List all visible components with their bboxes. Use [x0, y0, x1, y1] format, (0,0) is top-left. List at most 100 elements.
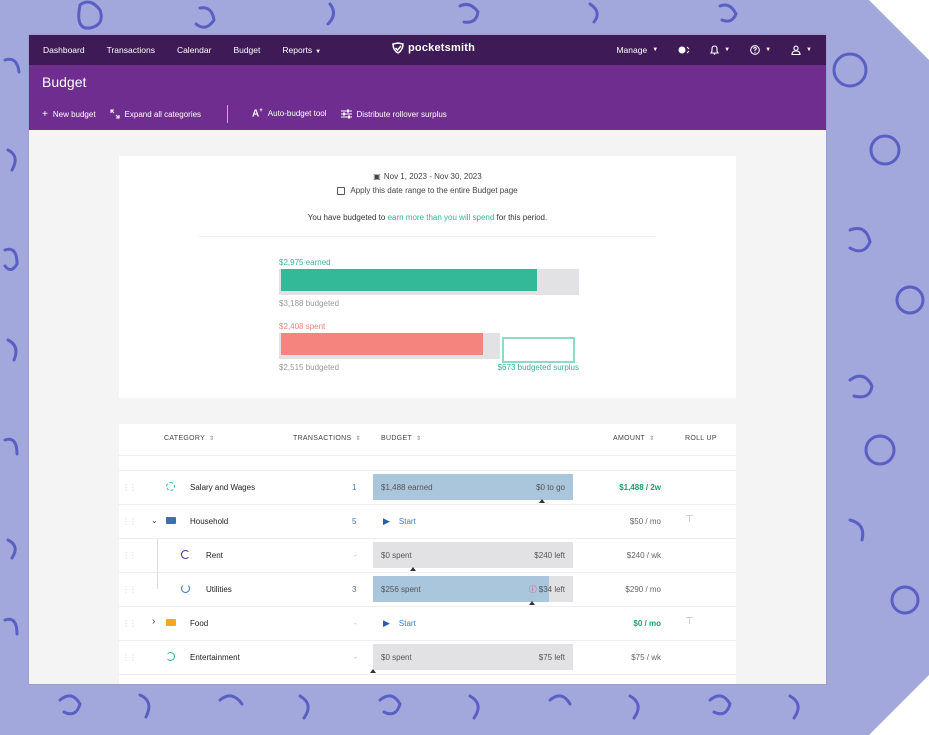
date-range-selector[interactable]: ▣ Nov 1, 2023 - Nov 30, 2023: [119, 172, 736, 181]
start-budget-button[interactable]: ▶ Start: [383, 516, 416, 527]
nav-calendar[interactable]: Calendar: [176, 45, 212, 55]
header-rollup: ROLL UP: [685, 435, 717, 442]
budget-progress-bar[interactable]: $0 spent $240 left: [373, 542, 573, 571]
spent-label: $2,408 spent: [279, 322, 326, 331]
budget-progress-bar[interactable]: $0 spent $75 left: [370, 644, 573, 673]
nav-transactions[interactable]: Transactions: [106, 45, 155, 55]
help-menu[interactable]: ▼: [750, 45, 771, 55]
budget-progress-bar[interactable]: $1,488 earned $0 to go: [373, 474, 573, 503]
category-name[interactable]: Entertainment: [190, 653, 240, 662]
folder-icon: [166, 517, 176, 524]
header-category-label: CATEGORY: [164, 435, 206, 442]
drag-handle-icon[interactable]: ⋮⋮: [122, 517, 137, 526]
header-category[interactable]: CATEGORY ⇕: [164, 435, 214, 442]
corner-cut-bottom: [869, 675, 929, 735]
distribute-surplus-button[interactable]: Distribute rollover surplus: [340, 109, 447, 119]
header-budget[interactable]: BUDGET ⇕: [381, 435, 421, 442]
table-row[interactable]: ⋮⋮ Entertainment - $0 spent $75 left $75…: [119, 641, 736, 675]
transactions-count[interactable]: 3: [352, 585, 357, 594]
new-budget-label: New budget: [52, 109, 96, 119]
plus-icon: +: [42, 108, 48, 120]
table-row[interactable]: ⋮⋮ ⌄ Household 5 ▶ Start $50 / mo ⊤: [119, 505, 736, 539]
budget-amount[interactable]: $75 / wk: [631, 653, 661, 662]
table-header: CATEGORY ⇕ TRANSACTIONS ⇕ BUDGET ⇕ AMOUNT ⇕ …: [119, 424, 736, 456]
budget-bar-right: $75 left: [538, 652, 565, 662]
earned-bar-block: $2,975 earned $3,188 budgeted: [279, 258, 579, 308]
budget-summary-card: ▣ Nov 1, 2023 - Nov 30, 2023 Apply this d…: [119, 156, 736, 398]
transactions-count[interactable]: 1: [352, 483, 357, 492]
notifications-menu[interactable]: ▼: [710, 45, 730, 55]
header-transactions[interactable]: TRANSACTIONS ⇕: [293, 435, 361, 442]
play-icon: ▶: [383, 516, 390, 526]
message-highlight-link[interactable]: earn more than you will spend: [387, 213, 495, 222]
budget-toolbar: + New budget Expand all categories A+ Auto…: [42, 99, 813, 129]
budget-bar-left: $0 spent: [381, 652, 412, 662]
progress-ring-icon: [166, 482, 175, 491]
expand-chevron-icon[interactable]: ›: [152, 616, 156, 627]
transactions-count: -: [354, 653, 357, 662]
chevron-down-icon: ▼: [724, 47, 731, 53]
rollup-icon[interactable]: ⊤: [685, 514, 694, 525]
budget-amount[interactable]: $240 / wk: [626, 551, 661, 560]
drag-handle-icon[interactable]: ⋮⋮: [122, 653, 137, 662]
chevron-down-icon: ▼: [765, 47, 772, 53]
surplus-label: $673 budgeted surplus: [497, 363, 579, 372]
user-menu[interactable]: ▼: [791, 45, 812, 55]
header-amount[interactable]: AMOUNT ⇕: [613, 435, 654, 442]
nav-dashboard[interactable]: Dashboard: [43, 45, 85, 55]
budget-bar-right: $34 left: [538, 584, 565, 594]
budget-marker: [529, 601, 535, 605]
table-row[interactable]: ⋮⋮ › Food - ▶ Start $0 / mo ⊤: [119, 607, 736, 641]
sync-status-button[interactable]: [678, 45, 690, 55]
date-range-text: Nov 1, 2023 - Nov 30, 2023: [383, 172, 482, 181]
budget-amount[interactable]: $50 / mo: [629, 517, 661, 526]
category-name[interactable]: Salary and Wages: [190, 483, 256, 492]
budget-amount[interactable]: $0 / mo: [633, 619, 661, 628]
rollup-icon[interactable]: ⊤: [685, 616, 694, 627]
message-prefix: You have budgeted to: [307, 213, 388, 222]
start-label: Start: [398, 619, 416, 628]
earned-budgeted-label: $3,188 budgeted: [279, 299, 340, 308]
table-row[interactable]: ⋮⋮ Salary and Wages 1 $1,488 earned $0 t…: [119, 471, 736, 505]
drag-handle-icon[interactable]: ⋮⋮: [122, 585, 137, 594]
table-row[interactable]: ⋮⋮ Rent - $0 spent $240 left $240 / wk: [119, 539, 736, 573]
transactions-count: -: [354, 551, 357, 560]
category-name[interactable]: Household: [190, 517, 229, 526]
sort-icon: ⇕: [415, 436, 422, 442]
budget-summary-message: You have budgeted to earn more than you …: [119, 213, 736, 222]
pocketsmith-logo[interactable]: pocketsmith: [391, 42, 475, 54]
category-name[interactable]: Food: [190, 619, 209, 628]
spent-budgeted-label: $2,515 budgeted: [279, 363, 340, 372]
help-icon: [750, 45, 760, 55]
chevron-down-icon: ▼: [315, 49, 322, 55]
category-name[interactable]: Utilities: [206, 585, 232, 594]
surplus-box: [502, 337, 575, 363]
budget-amount[interactable]: $1,488 / 2w: [619, 483, 661, 492]
sliders-icon: [340, 109, 352, 119]
apply-date-range-row[interactable]: Apply this date range to the entire Budg…: [119, 186, 736, 195]
auto-budget-button[interactable]: A+ Auto-budget tool: [252, 108, 326, 119]
collapse-chevron-icon[interactable]: ⌄: [151, 516, 158, 525]
start-label: Start: [398, 517, 416, 526]
budget-amount[interactable]: $290 / mo: [625, 585, 661, 594]
manage-menu[interactable]: Manage ▼: [616, 45, 658, 55]
category-name[interactable]: Rent: [206, 551, 223, 560]
expand-all-button[interactable]: Expand all categories: [109, 109, 201, 119]
table-row[interactable]: ⋮⋮ Utilities 3 $256 spent ⓘ $34 left $290…: [119, 573, 736, 607]
transactions-count[interactable]: 5: [352, 517, 357, 526]
start-budget-button[interactable]: ▶ Start: [383, 618, 416, 629]
nav-reports[interactable]: Reports ▼: [282, 45, 321, 55]
calendar-icon: ▣: [373, 172, 381, 181]
new-budget-button[interactable]: + New budget: [42, 109, 96, 120]
drag-handle-icon[interactable]: ⋮⋮: [122, 551, 137, 560]
drag-handle-icon[interactable]: ⋮⋮: [122, 483, 137, 492]
budget-progress-bar[interactable]: $256 spent ⓘ $34 left: [373, 576, 573, 605]
drag-handle-icon[interactable]: ⋮⋮: [122, 619, 137, 628]
nav-budget[interactable]: Budget: [233, 45, 261, 55]
logo-text: pocketsmith: [408, 42, 475, 54]
budget-table: CATEGORY ⇕ TRANSACTIONS ⇕ BUDGET ⇕ AMOUNT ⇕ …: [119, 424, 736, 684]
earned-label: $2,975 earned: [279, 258, 331, 267]
page-title: Budget: [42, 74, 87, 90]
apply-date-range-checkbox[interactable]: [337, 186, 346, 195]
